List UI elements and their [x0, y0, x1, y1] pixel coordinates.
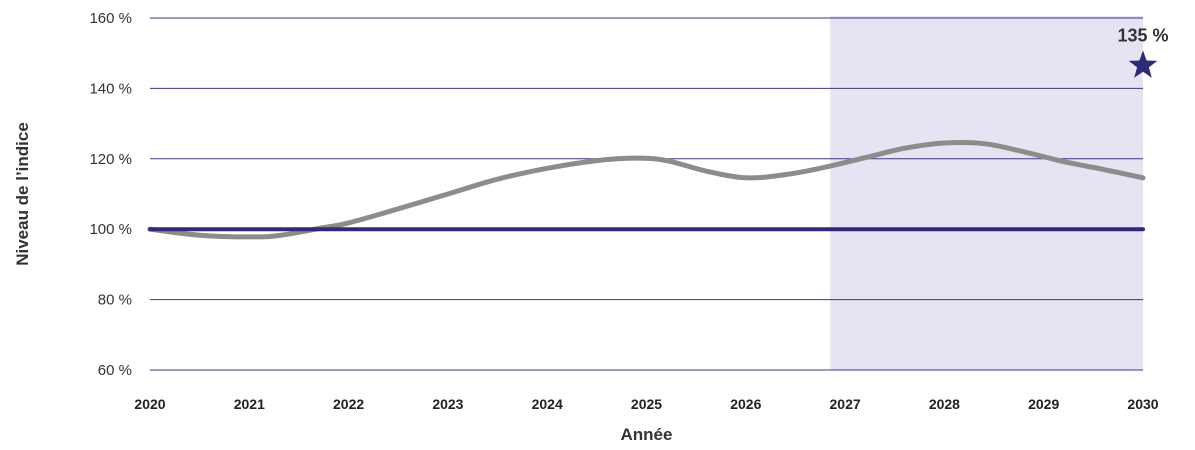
- series-lines: [147, 139, 1146, 240]
- y-tick-label: 160 %: [89, 10, 132, 27]
- x-tick-label: 2021: [234, 396, 265, 412]
- y-tick-labels: 60 % 80 % 100 % 120 % 140 % 160 %: [89, 10, 132, 379]
- x-tick-label: 2029: [1028, 396, 1059, 412]
- star-marker: [1128, 50, 1158, 78]
- x-tick-label: 2027: [830, 396, 861, 412]
- y-axis-title: Niveau de l’indice: [13, 122, 32, 266]
- y-tick-label: 60 %: [98, 362, 132, 379]
- x-axis-title: Année: [621, 425, 673, 444]
- x-tick-label: 2024: [532, 396, 563, 412]
- x-tick-label: 2020: [134, 396, 165, 412]
- annotation-label: 135 %: [1117, 26, 1168, 46]
- y-tick-label: 140 %: [89, 80, 132, 97]
- x-tick-label: 2025: [631, 396, 662, 412]
- x-tick-labels: 2020 2021 2022 2023 2024 2025 2026 2027 2028 2029…: [134, 396, 1158, 412]
- x-tick-label: 2030: [1127, 396, 1158, 412]
- x-tick-label: 2026: [730, 396, 761, 412]
- y-tick-label: 120 %: [89, 151, 132, 168]
- x-tick-label: 2028: [929, 396, 960, 412]
- y-tick-label: 80 %: [98, 292, 132, 309]
- y-tick-label: 100 %: [89, 221, 132, 238]
- x-tick-label: 2023: [432, 396, 463, 412]
- projection-shaded-region: [830, 16, 1143, 370]
- x-tick-label: 2022: [333, 396, 364, 412]
- annotations: 135 %: [1117, 26, 1169, 78]
